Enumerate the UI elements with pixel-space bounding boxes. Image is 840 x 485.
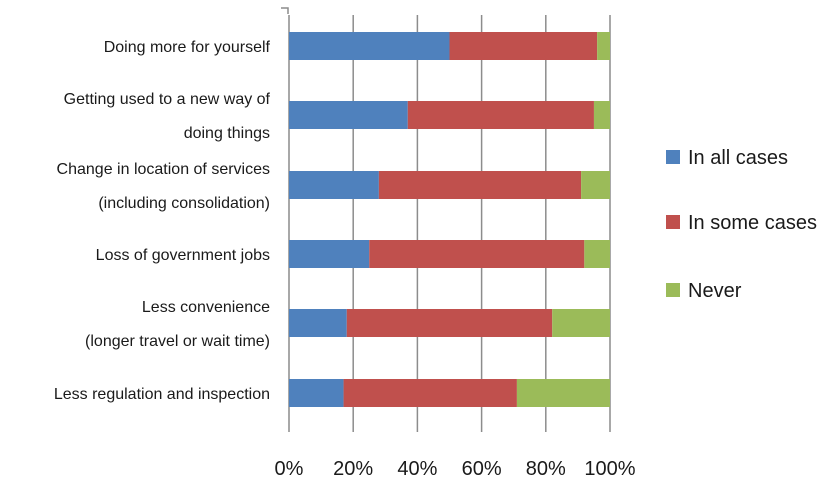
bar-segment xyxy=(289,379,344,407)
bar-segment xyxy=(289,171,379,199)
category-label: Getting used to a new way of xyxy=(64,91,271,108)
bar-segment xyxy=(597,32,610,60)
category-label: (including consolidation) xyxy=(98,195,270,212)
x-tick-label: 80% xyxy=(526,458,566,480)
category-label: doing things xyxy=(184,125,270,142)
category-label: Change in location of services xyxy=(57,161,270,178)
x-tick-label: 20% xyxy=(333,458,373,480)
bar-segment xyxy=(289,240,370,268)
category-label: Less convenience xyxy=(142,299,270,316)
legend-label: Never xyxy=(688,280,742,302)
category-label: Less regulation and inspection xyxy=(54,386,270,403)
bar-segment xyxy=(516,379,610,407)
bar-segment xyxy=(346,309,553,337)
legend: In all cases In some cases Never xyxy=(666,147,817,302)
legend-swatch xyxy=(666,150,680,164)
category-label: Loss of government jobs xyxy=(96,247,270,264)
x-tick-label: 100% xyxy=(584,458,635,480)
x-tick-labels: 0% 20% 40% 60% 80% 100% xyxy=(275,458,636,480)
x-tick-label: 0% xyxy=(275,458,304,480)
bar-segment xyxy=(369,240,585,268)
bar-segment xyxy=(584,240,610,268)
bar-segment xyxy=(289,32,450,60)
category-labels: Doing more for yourself Getting used to a… xyxy=(54,39,271,403)
category-label: (longer travel or wait time) xyxy=(85,333,270,350)
bar-segment xyxy=(289,309,347,337)
bar-segment xyxy=(407,101,594,129)
x-tick-label: 60% xyxy=(462,458,502,480)
bar-segment xyxy=(289,101,408,129)
legend-label: In all cases xyxy=(688,147,788,169)
gridlines xyxy=(281,7,611,432)
bar-segment xyxy=(378,171,582,199)
bar-segment xyxy=(552,309,610,337)
bars xyxy=(289,32,610,407)
category-label: Doing more for yourself xyxy=(104,39,271,56)
corner-mark xyxy=(281,7,289,14)
legend-label: In some cases xyxy=(688,212,817,234)
bar-segment xyxy=(343,379,517,407)
legend-swatch xyxy=(666,283,680,297)
bar-segment xyxy=(581,171,610,199)
bar-segment xyxy=(593,101,610,129)
x-tick-label: 40% xyxy=(397,458,437,480)
legend-swatch xyxy=(666,215,680,229)
bar-segment xyxy=(449,32,598,60)
